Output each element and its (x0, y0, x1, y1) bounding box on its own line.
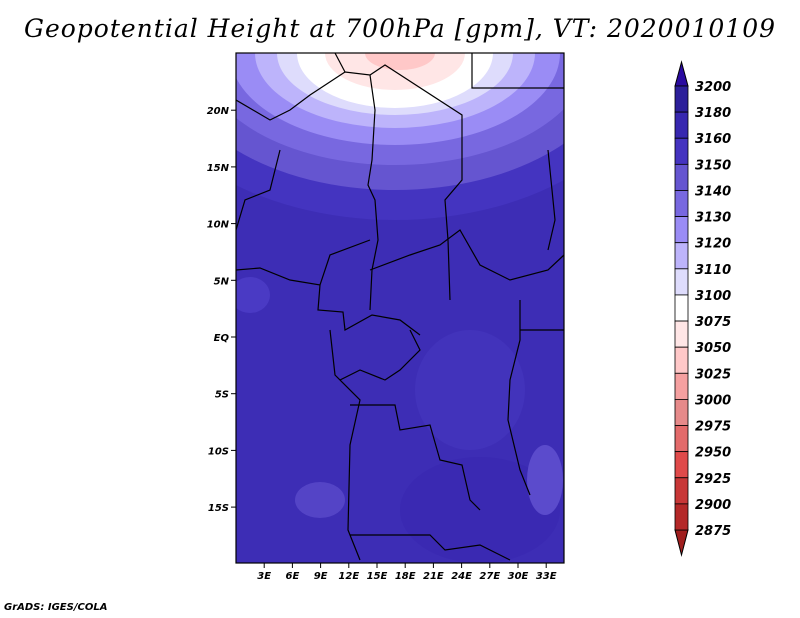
colorbar-label: 3180 (695, 106, 731, 121)
colorbar-label: 3075 (695, 315, 731, 330)
colorbar-swatch (674, 242, 689, 270)
lon-tick-label: 12E (338, 571, 359, 582)
colorbar-label: 2925 (695, 472, 731, 487)
colorbar-label: 2900 (695, 498, 731, 513)
colorbar-label: 3000 (695, 393, 731, 408)
colorbar-label: 3100 (695, 289, 731, 304)
lon-tick-label: 9E (314, 571, 328, 582)
colorbar-swatch (674, 503, 689, 531)
lat-tick-label: 15S (208, 503, 229, 514)
lon-tick-label: 18E (395, 571, 416, 582)
lat-tick-label: 10N (207, 220, 230, 231)
colorbar-label: 2975 (695, 420, 731, 435)
northern-contours (236, 53, 564, 220)
colorbar-label: 3150 (695, 158, 731, 173)
contour-region (415, 330, 525, 450)
colorbar-swatch (674, 294, 689, 322)
contour-region (295, 482, 345, 518)
colorbar-swatch (674, 425, 689, 453)
colorbar-swatch (674, 346, 689, 374)
colorbar-swatch (674, 451, 689, 479)
colorbar-label: 3110 (695, 263, 731, 278)
colorbar-swatch (674, 477, 689, 505)
colorbar-swatch (674, 268, 689, 296)
colorbar-swatch (674, 320, 689, 348)
contour-region (527, 445, 563, 515)
lon-tick-label: 21E (423, 571, 444, 582)
grads-credit: GrADS: IGES/COLA (4, 602, 108, 613)
colorbar-swatch (674, 216, 689, 244)
lon-tick-label: 15E (367, 571, 388, 582)
latitude-axis: 20N 15N 10N 5N EQ 5S 10S 15S (207, 106, 236, 514)
colorbar-swatch (674, 372, 689, 400)
colorbar-bottom-arrow (674, 529, 689, 557)
lon-tick-label: 24E (451, 571, 472, 582)
lat-tick-label: EQ (214, 333, 230, 344)
colorbar-label: 3140 (695, 184, 731, 199)
colorbar-swatch (674, 163, 689, 191)
lon-tick-label: 30E (508, 571, 529, 582)
colorbar-label: 2950 (695, 446, 731, 461)
colorbar-top-arrow (674, 60, 689, 87)
colorbar-label: 3120 (695, 237, 731, 252)
map-field (236, 53, 564, 563)
contour-region (365, 53, 435, 70)
colorbar-swatch (674, 190, 689, 217)
lat-tick-label: 15N (207, 163, 230, 174)
lat-tick-label: 10S (208, 446, 229, 457)
colorbar-label: 3130 (695, 211, 731, 226)
lon-tick-label: 33E (536, 571, 557, 582)
lat-tick-label: 5S (215, 390, 229, 401)
map-frame (235, 52, 565, 564)
colorbar-label: 3025 (695, 367, 731, 382)
contour-region (236, 277, 270, 313)
colorbar: 3200 3180 3160 3150 3140 3130 3120 3110 3100 3075… (674, 60, 731, 557)
colorbar-label: 3160 (695, 132, 731, 147)
colorbar-label: 3050 (695, 341, 731, 356)
lon-tick-label: 3E (257, 571, 271, 582)
lat-tick-label: 5N (214, 276, 230, 287)
lat-tick-label: 20N (207, 106, 230, 117)
country-borders (236, 53, 564, 561)
colorbar-swatch (674, 111, 689, 139)
colorbar-swatch (674, 137, 689, 165)
colorbar-label: 3200 (695, 80, 731, 95)
colorbar-swatch (674, 85, 689, 113)
plot-title: Geopotential Height at 700hPa [gpm], VT:… (23, 14, 777, 43)
colorbar-swatch (674, 399, 689, 426)
longitude-axis: 3E 6E 9E 12E 15E 18E 21E 24E 27E 30E 33E (257, 563, 557, 582)
colorbar-label: 2875 (695, 524, 731, 539)
lon-tick-label: 6E (286, 571, 300, 582)
lon-tick-label: 27E (479, 571, 500, 582)
